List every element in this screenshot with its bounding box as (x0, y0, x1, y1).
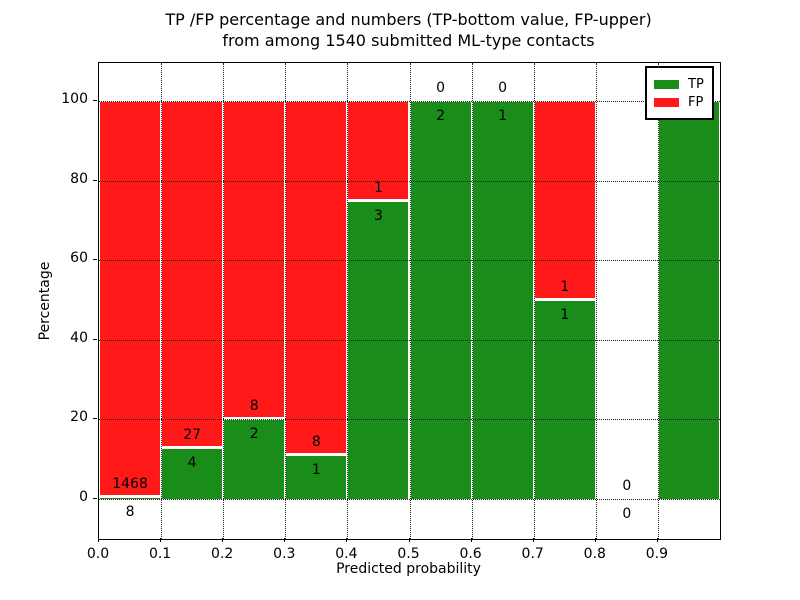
fp-legend-label: FP (688, 94, 704, 110)
y-tick-label: 80 (70, 170, 88, 187)
legend-item-tp: TP (654, 76, 704, 92)
bar-segment-fp (162, 101, 223, 448)
tp-count-label: 2 (249, 426, 259, 443)
gridline-vertical (471, 63, 473, 539)
fp-legend-swatch (654, 97, 679, 107)
y-tick-mark (93, 259, 97, 261)
tp-legend-label: TP (688, 76, 704, 92)
fp-count-label: 8 (249, 398, 259, 415)
x-tick-label: 0.4 (335, 546, 358, 562)
fp-count-label: 0 (498, 80, 508, 96)
gridline-vertical (223, 63, 225, 539)
x-tick-mark (98, 538, 99, 542)
bar-segment-fp (100, 101, 161, 497)
chart-title-line1: TP /FP percentage and numbers (TP-bottom… (165, 10, 652, 29)
bar-segment-tp (224, 419, 285, 499)
chart-title-line2: from among 1540 submitted ML-type contac… (222, 31, 595, 50)
fp-count-label: 1 (373, 179, 383, 196)
x-tick-mark (222, 538, 224, 542)
bar-segment-tp (410, 101, 471, 499)
fp-count-label: 27 (183, 426, 202, 443)
x-axis-label: Predicted probability (336, 561, 481, 577)
y-tick-mark (93, 338, 97, 340)
x-tick-mark (532, 538, 534, 542)
tp-count-label: 0 (622, 506, 632, 522)
x-tick-label: 0.6 (459, 546, 482, 562)
legend-item-fp: FP (654, 94, 704, 110)
fp-count-label: 1468 (112, 475, 148, 492)
fp-count-label: 0 (622, 478, 632, 494)
gridline-vertical (533, 63, 535, 539)
x-tick-label: 0.2 (211, 546, 234, 562)
bar-segment-tp (658, 101, 719, 499)
gridline-vertical (285, 63, 287, 539)
tp-count-label: 3 (373, 207, 383, 224)
gridline-vertical (409, 63, 411, 539)
x-tick-label: 0.3 (273, 546, 296, 562)
bar-segment-tp (534, 300, 595, 499)
x-tick-label: 0.9 (645, 546, 669, 562)
bar-segment-tp (286, 454, 347, 499)
tp-count-label: 1 (560, 307, 570, 323)
bar-segment-tp (100, 496, 161, 499)
fp-count-label: 1 (560, 279, 570, 295)
y-tick-label: 60 (70, 250, 88, 267)
x-tick-label: 0.0 (86, 546, 110, 562)
gridline-vertical (657, 63, 659, 539)
y-tick-label: 0 (79, 489, 88, 505)
y-tick-label: 40 (70, 329, 88, 346)
tp-count-label: 1 (498, 108, 508, 124)
tp-count-label: 4 (187, 454, 197, 471)
x-tick-mark (594, 538, 596, 542)
legend: TP FP (645, 66, 714, 120)
y-tick-mark (93, 418, 97, 420)
y-tick-mark (93, 179, 97, 181)
x-tick-mark (346, 538, 348, 542)
x-tick-label: 0.1 (148, 546, 172, 562)
tp-count-label: 2 (436, 108, 445, 124)
fp-count-label: 0 (436, 80, 445, 96)
x-tick-mark (656, 538, 658, 542)
x-tick-label: 0.7 (521, 546, 544, 562)
gridline-vertical (161, 63, 163, 539)
x-tick-label: 0.5 (397, 546, 420, 562)
fp-count-label: 8 (311, 433, 321, 450)
gridline-vertical (595, 63, 597, 539)
x-tick-mark (160, 538, 162, 542)
x-tick-label: 0.8 (583, 546, 606, 562)
plot-area: 146882748281130201110005 TP FP (98, 62, 721, 540)
gridline-vertical (347, 63, 349, 539)
x-tick-mark (408, 538, 410, 542)
bar-segment-fp (286, 101, 347, 455)
y-tick-label: 100 (61, 91, 88, 107)
x-tick-mark (284, 538, 286, 542)
tp-count-label: 1 (311, 461, 321, 478)
bar-segment-fp (534, 101, 595, 300)
x-tick-mark (470, 538, 472, 542)
tp-legend-swatch (654, 79, 679, 89)
tp-count-label: 8 (125, 503, 135, 520)
y-tick-mark (93, 498, 97, 499)
bar-segment-tp (472, 101, 533, 499)
y-tick-mark (93, 100, 97, 101)
bar-segment-tp (162, 447, 223, 499)
bar-segment-tp (348, 200, 409, 499)
y-tick-label: 20 (70, 409, 88, 426)
